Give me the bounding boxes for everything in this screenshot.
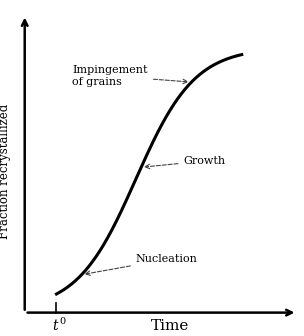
Text: Time: Time bbox=[151, 319, 189, 333]
Text: Impingement
of grains: Impingement of grains bbox=[72, 65, 188, 87]
Text: Nucleation: Nucleation bbox=[86, 254, 198, 276]
Text: 0: 0 bbox=[59, 318, 65, 326]
Text: Growth: Growth bbox=[145, 156, 226, 169]
Text: t: t bbox=[52, 319, 58, 333]
Text: Fraction recrystallized: Fraction recrystallized bbox=[0, 104, 11, 239]
